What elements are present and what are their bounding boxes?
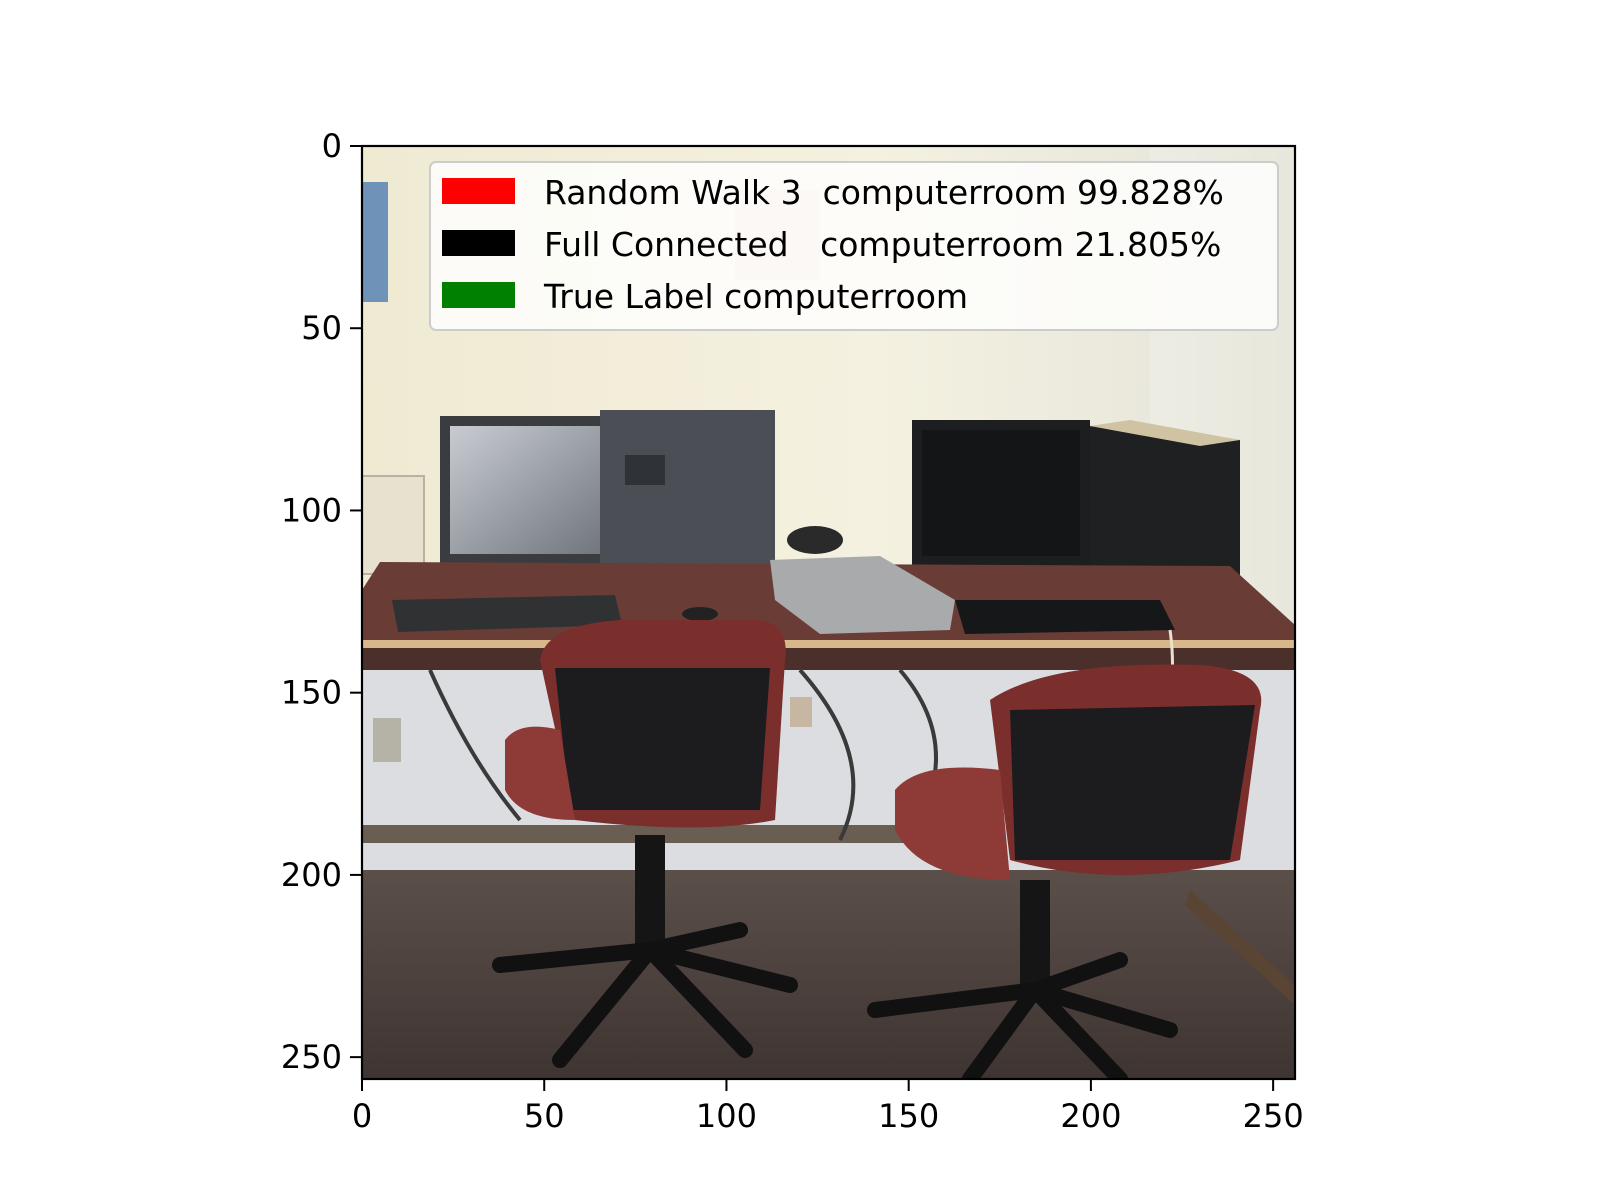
legend-label-random-walk: Random Walk 3 computerroom 99.828%: [544, 173, 1224, 212]
legend-swatch-true-label: [442, 282, 515, 308]
legend: Random Walk 3 computerroom 99.828% Full …: [429, 161, 1279, 331]
x-tick-label: 250: [1243, 1097, 1304, 1135]
legend-swatch-full-connected: [442, 230, 515, 256]
y-tick-label: 200: [281, 856, 342, 894]
x-tick-label: 150: [878, 1097, 939, 1135]
y-tick-label: 0: [322, 127, 342, 165]
x-tick-label: 50: [524, 1097, 565, 1135]
y-tick-label: 150: [281, 674, 342, 712]
ticks: 0 50 100 150 200 250 0 50 100 150 200 250: [281, 127, 1304, 1135]
legend-label-true-label: True Label computerroom: [543, 277, 968, 316]
x-tick-label: 100: [696, 1097, 757, 1135]
y-tick-label: 50: [301, 309, 342, 347]
y-tick-label: 100: [281, 491, 342, 529]
x-tick-label: 0: [352, 1097, 372, 1135]
x-tick-label: 200: [1060, 1097, 1121, 1135]
y-tick-label: 250: [281, 1038, 342, 1076]
legend-swatch-random-walk: [442, 178, 515, 204]
legend-frame: [429, 161, 1279, 331]
legend-label-full-connected: Full Connected computerroom 21.805%: [544, 225, 1221, 264]
axes-frame: [360, 144, 1297, 1081]
